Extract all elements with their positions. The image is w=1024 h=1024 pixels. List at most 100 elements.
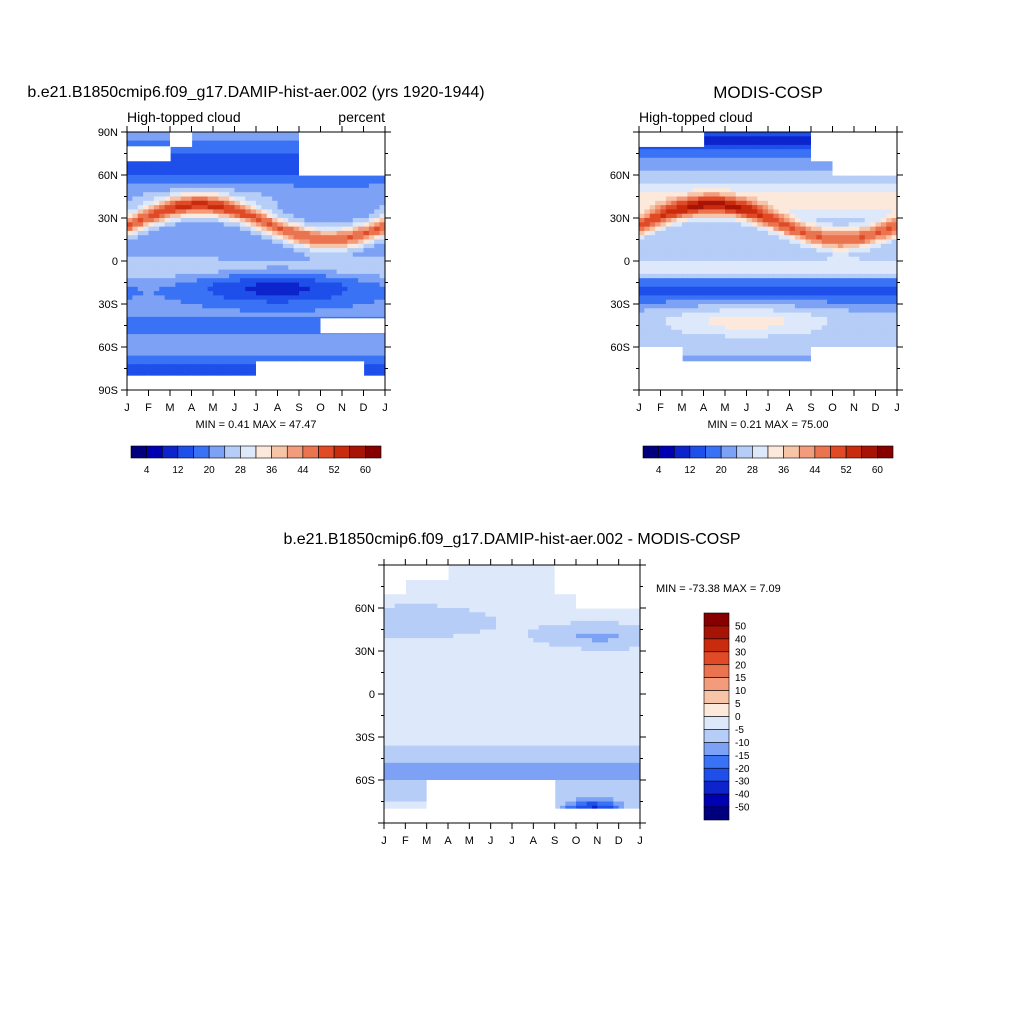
field-cell [218, 368, 225, 374]
field-cell [676, 179, 683, 185]
field-cell [741, 243, 748, 249]
field-cell [261, 239, 268, 245]
field-cell [164, 334, 171, 339]
field-cell [153, 132, 160, 137]
field-cell [687, 278, 694, 283]
field-cell [256, 342, 262, 348]
field-cell [778, 209, 785, 215]
field-cell [347, 273, 354, 279]
field-cell [331, 342, 338, 348]
field-cell [234, 368, 241, 374]
field-cell [837, 295, 844, 301]
missing-data-cell [148, 375, 171, 391]
field-cell [282, 200, 289, 206]
field-cell [735, 205, 742, 210]
field-cell [127, 256, 133, 262]
field-cell [266, 321, 273, 326]
field-cell [859, 282, 866, 288]
field-cell [864, 291, 871, 296]
field-cell [234, 175, 241, 180]
field-cell [660, 153, 667, 159]
field-cell [288, 209, 295, 215]
field-cell [261, 269, 268, 275]
field-cell [175, 226, 182, 232]
field-cell [127, 132, 133, 137]
field-cell [757, 273, 764, 279]
field-cell [784, 205, 791, 210]
field-cell [288, 196, 295, 202]
field-cell [794, 248, 801, 253]
field-cell [762, 179, 769, 185]
field-cell [239, 179, 246, 185]
field-cell [277, 196, 284, 202]
field-cell [821, 196, 828, 202]
field-cell [153, 338, 160, 344]
field-cell [342, 308, 348, 314]
field-cell [363, 291, 370, 296]
field-cell [325, 355, 332, 361]
field-cell [218, 144, 225, 150]
field-cell [272, 153, 279, 159]
field-cell [234, 338, 241, 344]
field-cell [336, 230, 343, 236]
field-cell [854, 222, 860, 228]
field-cell [315, 230, 322, 236]
field-cell [153, 282, 160, 288]
field-cell [789, 265, 796, 271]
field-cell [256, 286, 262, 292]
field-cell [665, 286, 672, 292]
field-cell [816, 162, 823, 167]
field-cell [170, 222, 176, 228]
field-cell [132, 192, 139, 197]
field-cell [207, 136, 214, 142]
field-cell [191, 355, 198, 361]
field-cell [223, 235, 230, 240]
field-cell [735, 243, 742, 249]
field-cell [180, 205, 187, 210]
field-cell [127, 265, 133, 271]
field-cell [725, 187, 731, 193]
field-cell [223, 192, 230, 197]
field-cell [250, 261, 257, 266]
field-cell [170, 304, 176, 309]
field-cell [352, 252, 359, 258]
field-cell [239, 299, 246, 305]
field-cell [213, 205, 219, 210]
field-cell [708, 166, 715, 172]
field-cell [272, 308, 279, 314]
field-cell [703, 144, 710, 150]
field-cell [315, 252, 322, 258]
field-cell [325, 351, 332, 357]
colorbar-box [208, 445, 226, 459]
field-cell [757, 153, 764, 159]
field-cell [719, 235, 726, 240]
field-cell [239, 359, 246, 365]
colorbar-box [193, 445, 210, 459]
field-cell [127, 334, 133, 339]
field-cell [778, 256, 785, 262]
field-cell [687, 144, 694, 150]
field-cell [153, 175, 160, 180]
field-cell [272, 192, 279, 197]
field-cell [682, 282, 688, 288]
field-cell [757, 183, 764, 189]
field-cell [751, 304, 758, 309]
field-cell [794, 153, 801, 159]
field-cell [379, 299, 386, 305]
field-cell [891, 218, 898, 223]
field-cell [886, 213, 893, 219]
field-cell [805, 286, 812, 292]
field-cell [757, 299, 764, 305]
field-cell [692, 209, 699, 215]
field-cell [784, 157, 791, 163]
field-cell [239, 222, 246, 228]
field-cell [288, 278, 295, 283]
field-cell [703, 299, 710, 305]
field-cell [644, 162, 651, 167]
field-cell [175, 325, 182, 331]
field-cell [213, 325, 219, 331]
field-cell [229, 359, 236, 365]
field-cell [245, 286, 252, 292]
y-tick-label: 90N [98, 127, 118, 139]
field-cell [159, 196, 166, 202]
